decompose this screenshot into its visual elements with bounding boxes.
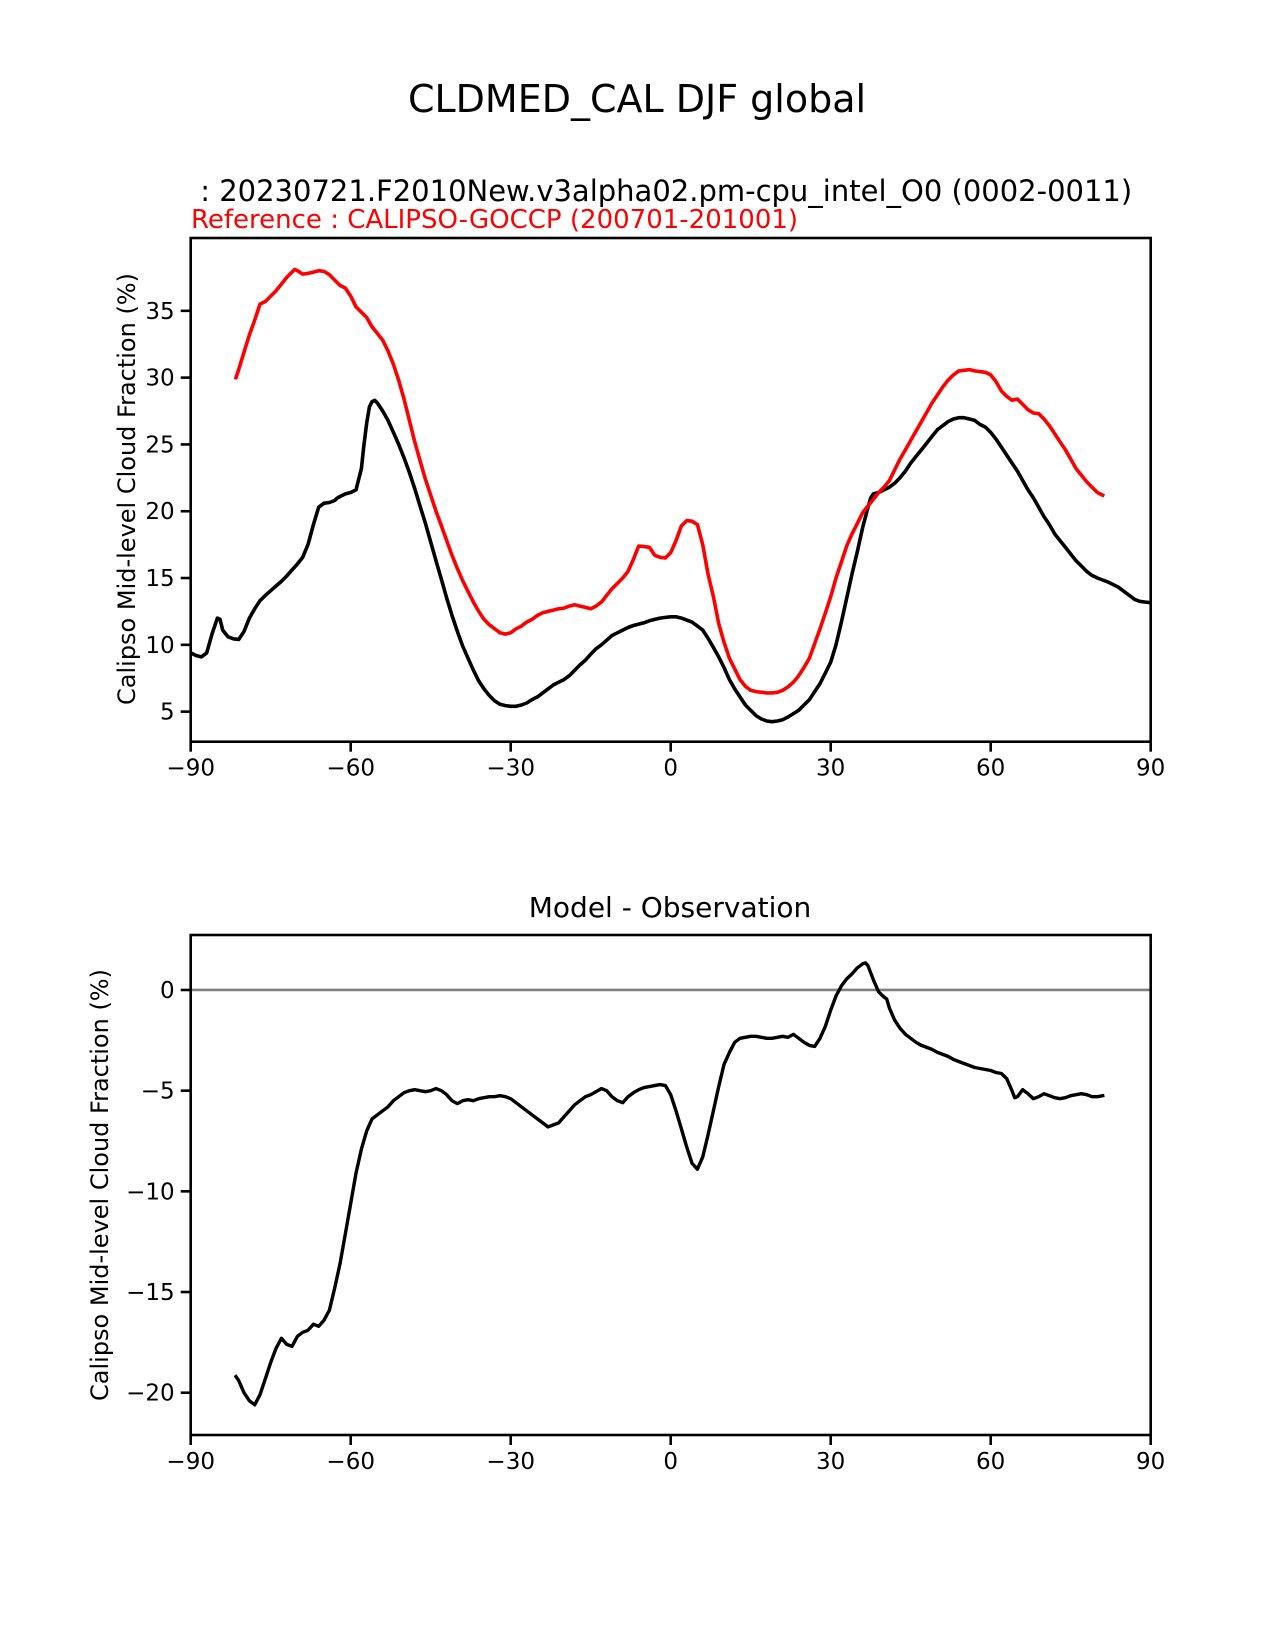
x-tick-label: −90 (166, 1449, 215, 1475)
y-tick-label: 10 (145, 633, 174, 659)
y-tick-label: 0 (160, 978, 175, 1004)
plot-border (189, 933, 1152, 1437)
y-tick-label: −15 (126, 1280, 175, 1306)
y-tick-label: 35 (145, 299, 174, 325)
y-tick-label: −5 (141, 1079, 175, 1105)
model-curve (190, 398, 1151, 724)
y-tick-label: 20 (145, 499, 174, 525)
y-tick-label: 15 (145, 566, 174, 592)
x-tick-label: −60 (326, 1449, 375, 1475)
x-tick-label: 60 (976, 1449, 1005, 1475)
x-tick-label: −30 (486, 756, 535, 782)
top-chart-ylabel: Calipso Mid-level Cloud Fraction (%) (113, 273, 141, 705)
model-minus-observation-curve (233, 961, 1105, 1407)
x-tick-label: 60 (976, 756, 1005, 782)
plot-border (189, 236, 1152, 744)
y-tick-label: 30 (145, 366, 174, 392)
x-tick-label: 30 (816, 1449, 845, 1475)
x-tick-label: −30 (486, 1449, 535, 1475)
x-tick-label: 90 (1136, 1449, 1165, 1475)
reference-curve (233, 267, 1106, 695)
difference-chart: −90 −60 −30 0 30 60 90 0 −5 −10 −15 −20 (126, 933, 1165, 1475)
y-tick-label: −20 (126, 1381, 175, 1407)
difference-chart-ylabel: Calipso Mid-level Cloud Fraction (%) (86, 969, 114, 1401)
reference-label: Reference : CALIPSO-GOCCP (200701-201001… (191, 205, 799, 235)
x-tick-label: −90 (166, 756, 215, 782)
x-tick-label: 90 (1136, 756, 1165, 782)
x-tick-label: 0 (663, 1449, 678, 1475)
y-tick-label: 25 (145, 432, 174, 458)
y-tick-label: −10 (126, 1179, 175, 1205)
x-tick-label: 0 (663, 756, 678, 782)
page-title: CLDMED_CAL DJF global (407, 77, 867, 121)
model-run-label: : 20230721.F2010New.v3alpha02.pm-cpu_int… (191, 174, 1133, 208)
x-tick-label: 30 (816, 756, 845, 782)
x-tick-label: −60 (326, 756, 375, 782)
y-tick-label: 5 (160, 700, 175, 726)
difference-chart-title: Model - Observation (528, 891, 812, 924)
top-chart: −90 −60 −30 0 30 60 90 5 10 15 20 25 30 35 (145, 236, 1165, 782)
